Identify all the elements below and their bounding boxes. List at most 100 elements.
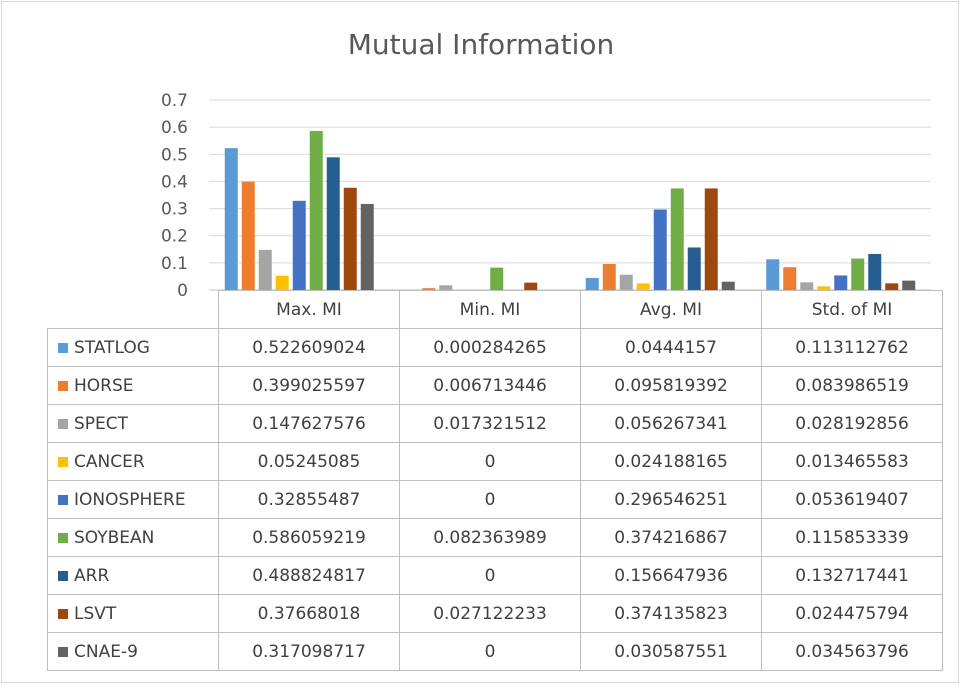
bar-horse — [783, 267, 797, 290]
bar-ionosphere — [653, 209, 667, 290]
table-row: IONOSPHERE 0.32855487 0 0.296546251 0.053619… — [47, 480, 943, 519]
data-label: 0.028192856 — [761, 404, 943, 443]
table-row: SPECT 0.147627576 0.017321512 0.056267341 0.… — [47, 404, 943, 443]
series-name: ARR — [74, 565, 110, 586]
bar-horse — [422, 288, 436, 290]
legend-entry: SPECT — [47, 404, 219, 443]
table-header-row: Max. MI Min. MI Avg. MI Std. of MI — [47, 290, 943, 329]
data-label: 0.156647936 — [580, 556, 762, 595]
bar-cnae-9 — [360, 203, 374, 290]
bar-spect — [258, 249, 272, 290]
x-category-label: Min. MI — [399, 290, 581, 329]
data-label: 0.37668018 — [218, 594, 400, 633]
data-label: 0.095819392 — [580, 366, 762, 405]
bar-cancer — [817, 286, 831, 290]
data-label: 0.017321512 — [399, 404, 581, 443]
data-label: 0 — [399, 480, 581, 519]
data-label: 0.488824817 — [218, 556, 400, 595]
table-row: ARR 0.488824817 0 0.156647936 0.132717441 — [47, 556, 943, 595]
legend-key — [58, 608, 68, 619]
series-name: IONOSPHERE — [74, 489, 186, 510]
x-category-label: Avg. MI — [580, 290, 762, 329]
data-label: 0.006713446 — [399, 366, 581, 405]
bar-cancer — [636, 283, 650, 290]
bar-ionosphere — [834, 275, 848, 290]
legend-key — [58, 380, 68, 391]
table-row: HORSE 0.399025597 0.006713446 0.095819392 0.… — [47, 366, 943, 405]
bar-horse — [602, 263, 616, 290]
data-label: 0.05245085 — [218, 442, 400, 481]
chart-title: Mutual Information — [347, 28, 615, 61]
legend-entry: HORSE — [47, 366, 219, 405]
x-category-label: Std. of MI — [761, 290, 943, 329]
legend-key — [58, 494, 68, 505]
legend-entry: ARR — [47, 556, 219, 595]
data-label: 0 — [399, 556, 581, 595]
data-label: 0.296546251 — [580, 480, 762, 519]
bar-soybean — [490, 267, 504, 290]
bar-soybean — [851, 258, 865, 290]
data-label: 0.115853339 — [761, 518, 943, 557]
table-row: LSVT 0.37668018 0.027122233 0.374135823 0.02… — [47, 594, 943, 633]
bar-statlog — [224, 148, 238, 290]
series-name: CANCER — [74, 451, 145, 472]
x-category-label: Max. MI — [218, 290, 400, 329]
data-table: Max. MI Min. MI Avg. MI Std. of MI STATLOG 0.… — [47, 290, 943, 671]
legend-entry: IONOSPHERE — [47, 480, 219, 519]
bar-soybean — [309, 130, 323, 290]
y-tick-label: 0.5 — [161, 145, 188, 165]
bar-lsvt — [524, 282, 538, 290]
series-name: STATLOG — [74, 337, 150, 358]
data-label: 0.317098717 — [218, 632, 400, 671]
table-row: CANCER 0.05245085 0 0.024188165 0.013465583 — [47, 442, 943, 481]
bar-arr — [326, 157, 340, 290]
data-label: 0.586059219 — [218, 518, 400, 557]
bar-statlog — [585, 277, 599, 290]
y-tick-label: 0.4 — [161, 172, 188, 192]
data-label: 0.113112762 — [761, 328, 943, 367]
y-tick-label: 0.3 — [161, 200, 188, 220]
table-row: CNAE-9 0.317098717 0 0.030587551 0.034563796 — [47, 632, 943, 671]
legend-key — [58, 418, 68, 429]
table-corner — [47, 290, 219, 329]
legend-key — [58, 532, 68, 543]
bar-lsvt — [885, 283, 899, 290]
data-label: 0.013465583 — [761, 442, 943, 481]
table-row: SOYBEAN 0.586059219 0.082363989 0.374216867… — [47, 518, 943, 557]
bar-arr — [687, 247, 701, 290]
data-label: 0.374216867 — [580, 518, 762, 557]
data-label: 0.522609024 — [218, 328, 400, 367]
legend-entry: CANCER — [47, 442, 219, 481]
data-label: 0.0444157 — [580, 328, 762, 367]
bar-lsvt — [343, 187, 357, 290]
legend-entry: SOYBEAN — [47, 518, 219, 557]
series-name: SOYBEAN — [74, 527, 155, 548]
data-label: 0.030587551 — [580, 632, 762, 671]
legend-key — [58, 342, 68, 353]
y-tick-label: 0.6 — [161, 118, 188, 138]
legend-key — [58, 646, 68, 657]
data-label: 0.034563796 — [761, 632, 943, 671]
bar-spect — [800, 282, 814, 290]
data-label: 0.056267341 — [580, 404, 762, 443]
series-name: HORSE — [74, 375, 134, 396]
y-tick-label: 0.1 — [161, 254, 188, 274]
bar-statlog — [766, 259, 780, 290]
data-label: 0.083986519 — [761, 366, 943, 405]
legend-key — [58, 570, 68, 581]
data-label: 0 — [399, 442, 581, 481]
chart-plot-area: 00.10.20.30.40.50.60.7 — [161, 91, 931, 300]
bar-ionosphere — [292, 200, 306, 290]
legend-entry: CNAE-9 — [47, 632, 219, 671]
data-label: 0.027122233 — [399, 594, 581, 633]
bar-soybean — [670, 188, 684, 290]
data-label: 0.374135823 — [580, 594, 762, 633]
bar-horse — [241, 181, 255, 290]
data-label: 0.024188165 — [580, 442, 762, 481]
legend-entry: STATLOG — [47, 328, 219, 367]
bar-arr — [868, 253, 882, 290]
table-row: STATLOG 0.522609024 0.000284265 0.0444157 0.… — [47, 328, 943, 367]
data-label: 0.024475794 — [761, 594, 943, 633]
data-label: 0.053619407 — [761, 480, 943, 519]
